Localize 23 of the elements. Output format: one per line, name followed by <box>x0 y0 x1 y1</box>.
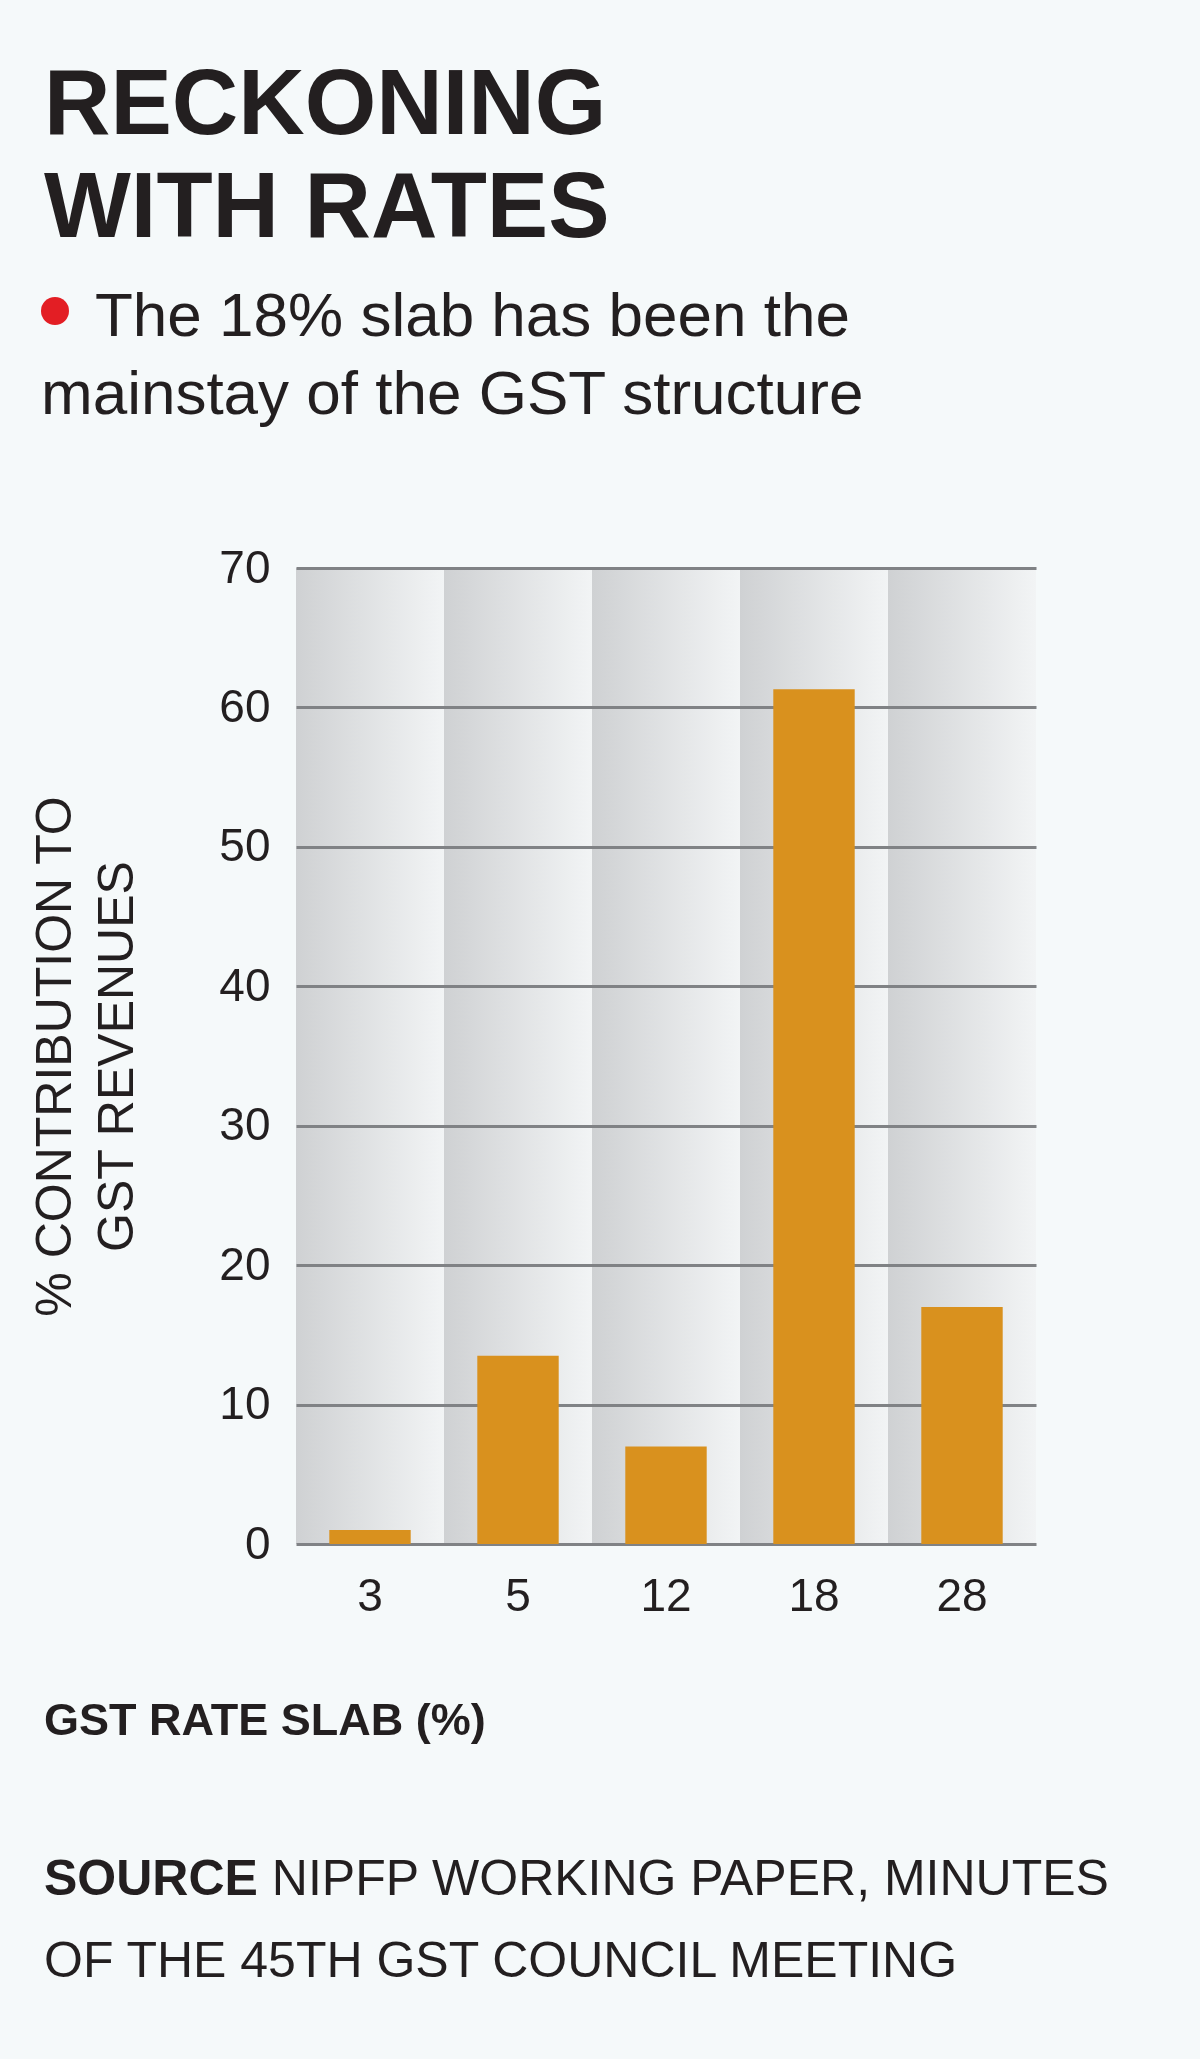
chart-title: RECKONING WITH RATES <box>44 51 611 257</box>
y-tick-label: 70 <box>219 540 271 593</box>
bar <box>477 1355 559 1544</box>
source-note: SOURCE NIPFP WORKING PAPER, MINUTES OF THE 45TH GST COUNCIL MEETING <box>44 1849 1110 1990</box>
x-tick-label: 5 <box>505 1568 531 1621</box>
bar <box>329 1530 411 1544</box>
x-tick-label: 18 <box>788 1568 840 1621</box>
chart-subtitle: The 18% slab has been the mainstay of the GST structure <box>41 280 864 427</box>
y-tick-label: 30 <box>219 1098 271 1151</box>
y-tick-label: 60 <box>219 679 271 732</box>
y-tick-label: 0 <box>244 1516 271 1569</box>
bar <box>921 1306 1003 1544</box>
x-tick-label: 28 <box>936 1568 988 1621</box>
y-tick-label: 20 <box>219 1237 271 1290</box>
bar <box>773 689 855 1544</box>
y-tick-label: 50 <box>219 819 271 872</box>
y-axis-title: % CONTRIBUTION TO GST REVENUES <box>25 796 144 1317</box>
y-tick-label: 40 <box>219 958 271 1011</box>
bar <box>625 1446 707 1544</box>
x-tick-label: 3 <box>357 1568 383 1621</box>
x-tick-label: 12 <box>640 1568 692 1621</box>
y-tick-label: 10 <box>219 1377 271 1430</box>
x-axis-title: GST RATE SLAB (%) <box>44 1694 486 1746</box>
